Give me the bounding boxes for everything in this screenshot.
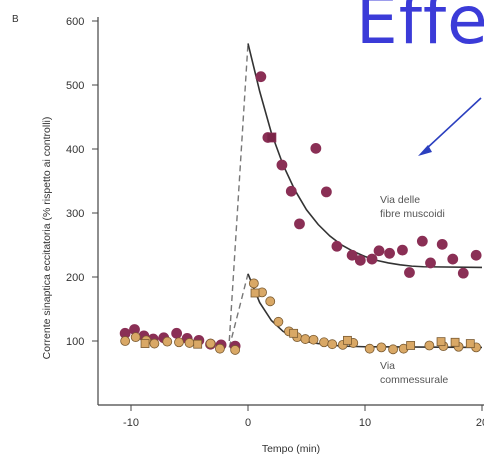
series-2-point	[265, 296, 276, 307]
series-2-dashed-rise	[228, 273, 249, 348]
series-1-point	[470, 249, 482, 261]
series-2-point	[205, 338, 216, 349]
overlay-title: Effe	[356, 0, 484, 59]
series-2-point	[319, 337, 329, 348]
series-1-point	[436, 238, 448, 250]
y-tick-label: 400	[66, 144, 84, 156]
series-1-point	[171, 327, 183, 339]
series-2-fit-line	[247, 273, 483, 349]
y-tick-label: 500	[66, 80, 84, 92]
series-2-label-line: commessurale	[380, 374, 448, 386]
series-2-point	[184, 338, 195, 348]
series-1-point	[425, 257, 436, 269]
x-tick-label: 0	[245, 417, 251, 429]
x-tick-label: 20	[476, 417, 484, 429]
series-1-point	[276, 159, 288, 171]
series-1-point	[354, 254, 366, 266]
series-2-point	[308, 334, 319, 345]
series-1-point	[331, 240, 343, 252]
series-2-square-point	[289, 328, 299, 338]
series-2-point	[174, 337, 184, 348]
series-1-point	[447, 253, 459, 265]
annotation-arrow	[418, 97, 482, 156]
series-2-point	[248, 278, 259, 289]
series-2-point	[364, 343, 375, 354]
y-tick-label: 300	[66, 208, 84, 220]
series-1-point	[320, 186, 332, 198]
axes	[97, 17, 484, 406]
series-2-square-point	[343, 335, 352, 345]
series-1-square-point	[266, 132, 277, 143]
ticks: 100 200 300 400 500 600 -10 0 10 20	[66, 16, 484, 429]
series-2-square-point	[250, 288, 260, 298]
series-2-square-point	[406, 341, 416, 350]
series-2-square-point	[450, 337, 460, 347]
x-axis-title: Tempo (min)	[262, 443, 320, 455]
series-1-point	[457, 267, 469, 279]
series-1-label-line: Via delle	[380, 194, 420, 206]
series-labels: Via delle fibre muscoidi Via commessurale	[380, 194, 448, 386]
series-2-square-point	[436, 337, 446, 347]
x-tick-label: 10	[359, 417, 371, 429]
series-2-point	[300, 334, 311, 344]
series-2-point	[230, 345, 241, 355]
series-2-point	[215, 343, 225, 354]
series-1-point	[294, 218, 305, 230]
panel-label: B	[12, 14, 19, 25]
series-1-label-line: fibre muscoidi	[380, 208, 445, 220]
y-tick-label: 600	[66, 16, 84, 28]
series-1-point	[397, 244, 408, 256]
series-2-point	[327, 339, 338, 350]
series-2-point	[130, 332, 141, 343]
arrow-shaft	[424, 97, 482, 151]
series-2-point	[376, 342, 387, 353]
series-1-point	[384, 247, 395, 259]
series-1-point	[346, 249, 358, 261]
series-2-point	[424, 340, 435, 351]
series-2-square-point	[140, 339, 150, 348]
series-1-point	[285, 185, 297, 197]
series-2-square-point	[193, 339, 203, 349]
series-1-fit-line	[247, 43, 483, 269]
series-2-point	[388, 344, 398, 355]
series-1-point	[404, 267, 415, 278]
y-tick-label: 200	[66, 272, 84, 284]
x-tick-label: -10	[123, 417, 139, 429]
series-1-point	[310, 142, 322, 154]
y-tick-label: 100	[66, 336, 84, 348]
series-2-point	[273, 316, 284, 327]
series-2-square-point	[465, 339, 475, 348]
arrow-head-icon	[418, 145, 432, 156]
series-2-point	[149, 338, 160, 349]
series-2-point	[162, 336, 173, 347]
series-2-label-line: Via	[380, 360, 395, 372]
y-axis-title: Corrente sinaptica eccitatoria (% rispet…	[41, 117, 53, 360]
series-1-point	[255, 71, 267, 83]
series-1-point	[416, 235, 428, 247]
series-1-dashed-rise	[228, 43, 249, 342]
series-2-point	[120, 336, 131, 346]
series-1-point	[373, 245, 385, 257]
series-1-point	[366, 253, 378, 265]
data-points	[119, 71, 482, 355]
